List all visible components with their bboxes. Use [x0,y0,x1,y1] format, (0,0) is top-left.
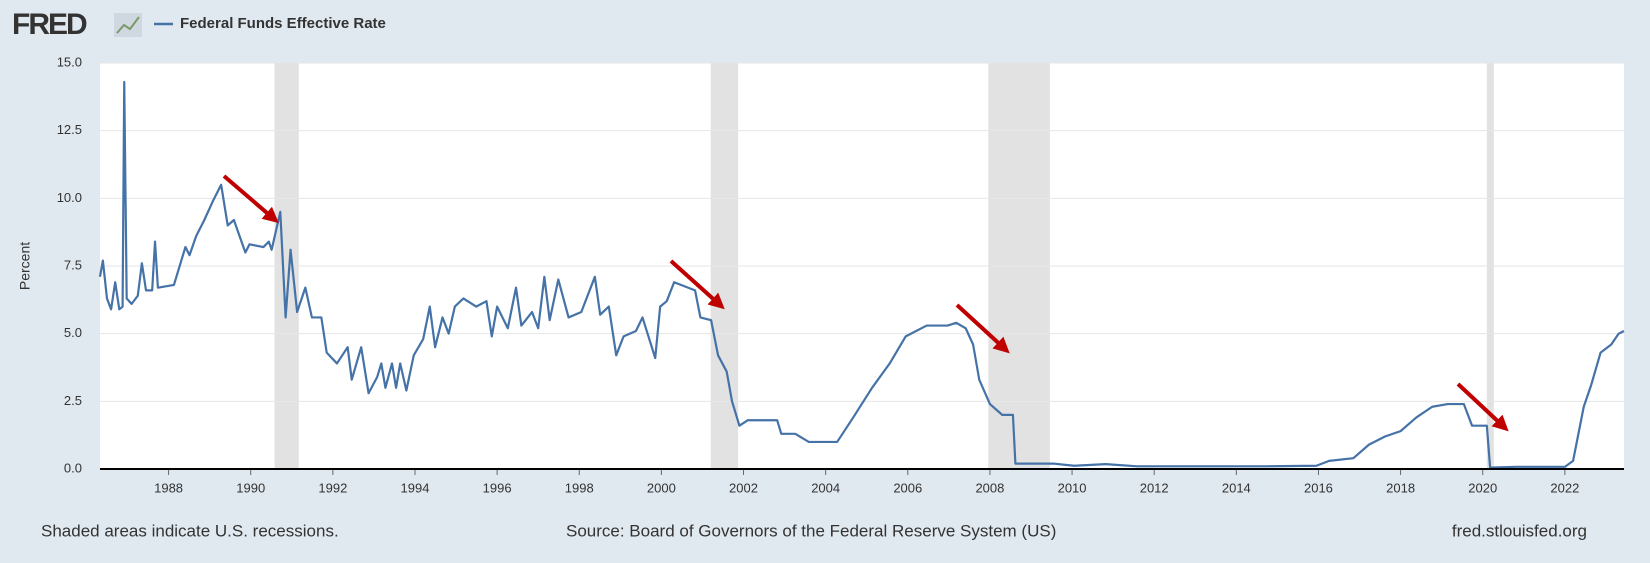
x-tick-label: 2002 [729,480,758,495]
x-tick-label: 2014 [1222,480,1251,495]
x-tick-label: 2004 [811,480,840,495]
logo-icon-line [116,16,140,34]
x-tick-label: 2010 [1058,480,1087,495]
x-tick-label: 2008 [975,480,1004,495]
y-axis-label: Percent [17,242,33,290]
y-tick-label: 5.0 [64,325,82,340]
x-tick-label: 1996 [483,480,512,495]
y-tick-label: 0.0 [64,460,82,475]
site: fred.stlouisfed.org [1452,521,1587,540]
x-tick-label: 1998 [565,480,594,495]
y-tick-label: 12.5 [57,122,82,137]
logo: FRED [12,8,87,41]
x-tick-label: 2016 [1304,480,1333,495]
arrow [1456,382,1509,432]
y-tick-label: 10.0 [57,190,82,205]
arrow [955,303,1010,354]
logo-icon [114,13,142,37]
x-tick-label: 2012 [1140,480,1169,495]
x-tick-label: 1990 [236,480,265,495]
y-tick-label: 7.5 [64,257,82,272]
x-tick-label: 2018 [1386,480,1415,495]
series-line [98,80,1625,469]
recession-note: Shaded areas indicate U.S. recessions. [41,521,339,540]
arrow [222,174,279,224]
x-tick-label: 2006 [893,480,922,495]
source: Source: Board of Governors of the Federa… [566,521,1056,540]
annotations [222,174,1509,432]
x-tick-label: 2020 [1468,480,1497,495]
legend-label: Federal Funds Effective Rate [180,15,386,32]
y-tick-label: 2.5 [64,393,82,408]
x-tick-label: 1994 [401,480,430,495]
x-tick-label: 2022 [1550,480,1579,495]
y-tick-label: 15.0 [57,54,82,69]
x-tick-label: 1992 [318,480,347,495]
arrow [669,259,725,310]
x-tick-label: 2000 [647,480,676,495]
x-tick-label: 1988 [154,480,183,495]
